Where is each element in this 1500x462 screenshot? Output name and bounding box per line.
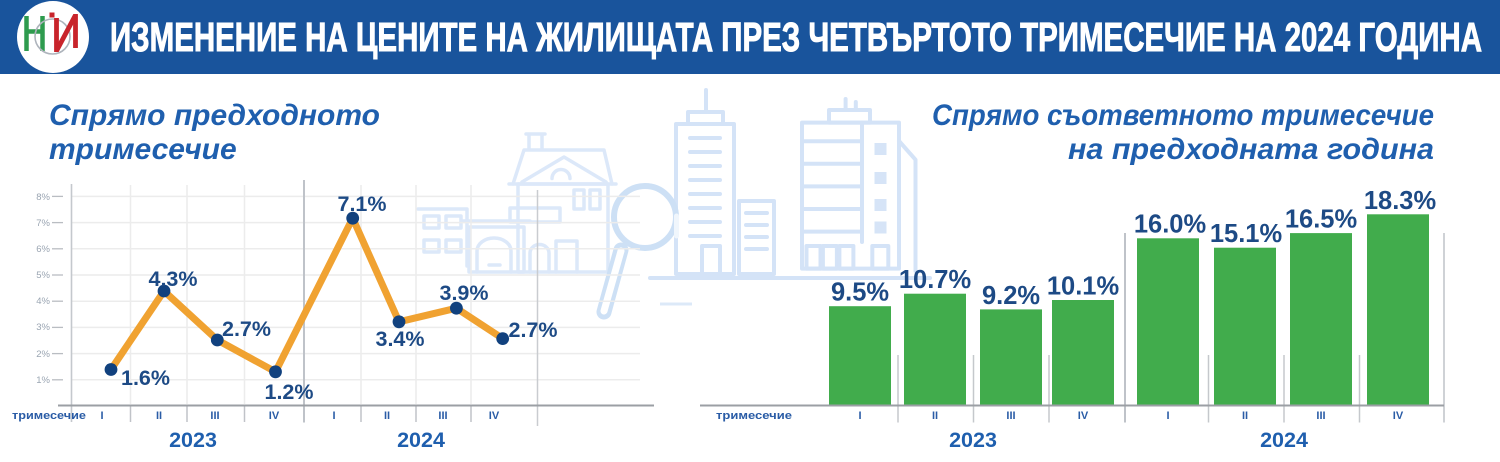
svg-text:Спрямо съответното тримесечие: Спрямо съответното тримесечие bbox=[932, 99, 1434, 132]
svg-text:15.1%: 15.1% bbox=[1210, 220, 1282, 248]
svg-text:II: II bbox=[384, 410, 390, 422]
svg-text:IV: IV bbox=[269, 410, 280, 422]
svg-text:16.0%: 16.0% bbox=[1134, 210, 1206, 238]
svg-text:3.9%: 3.9% bbox=[439, 281, 488, 305]
svg-text:III: III bbox=[1316, 410, 1325, 422]
svg-text:тримесечие: тримесечие bbox=[716, 410, 792, 422]
svg-text:I: I bbox=[858, 410, 861, 422]
svg-text:тримесечие: тримесечие bbox=[49, 133, 237, 166]
svg-text:II: II bbox=[1242, 410, 1248, 422]
svg-text:2023: 2023 bbox=[949, 428, 997, 452]
svg-text:1.6%: 1.6% bbox=[121, 366, 170, 390]
svg-text:5%: 5% bbox=[36, 270, 50, 281]
svg-text:III: III bbox=[1006, 410, 1015, 422]
svg-text:IV: IV bbox=[1078, 410, 1089, 422]
svg-text:2024: 2024 bbox=[1260, 428, 1308, 452]
svg-text:4%: 4% bbox=[36, 296, 50, 307]
svg-text:IV: IV bbox=[1393, 410, 1404, 422]
svg-text:8%: 8% bbox=[36, 192, 50, 203]
svg-text:III: III bbox=[438, 410, 447, 422]
svg-text:2024: 2024 bbox=[397, 428, 445, 452]
svg-text:16.5%: 16.5% bbox=[1285, 206, 1357, 234]
svg-text:2023: 2023 bbox=[169, 428, 217, 452]
svg-text:III: III bbox=[210, 410, 219, 422]
svg-text:18.3%: 18.3% bbox=[1364, 187, 1436, 215]
svg-text:1%: 1% bbox=[36, 375, 50, 386]
svg-text:2.7%: 2.7% bbox=[508, 318, 557, 342]
svg-text:9.2%: 9.2% bbox=[982, 282, 1040, 310]
svg-text:I: I bbox=[1166, 410, 1169, 422]
svg-text:тримесечие: тримесечие bbox=[12, 410, 86, 422]
svg-text:4.3%: 4.3% bbox=[148, 267, 197, 291]
svg-text:ИЗМЕНЕНИЕ НА ЦЕНИТЕ НА ЖИЛИЩАТ: ИЗМЕНЕНИЕ НА ЦЕНИТЕ НА ЖИЛИЩАТА ПРЕЗ ЧЕТ… bbox=[110, 14, 1482, 60]
svg-text:7.1%: 7.1% bbox=[337, 192, 386, 216]
svg-text:7%: 7% bbox=[36, 218, 50, 229]
svg-text:3%: 3% bbox=[36, 322, 50, 333]
svg-text:Спрямо предходното: Спрямо предходното bbox=[49, 99, 380, 132]
svg-text:9.5%: 9.5% bbox=[831, 279, 889, 307]
svg-text:IV: IV bbox=[489, 410, 500, 422]
svg-text:10.7%: 10.7% bbox=[899, 266, 971, 294]
svg-text:6%: 6% bbox=[36, 244, 50, 255]
svg-text:на предходната година: на предходната година bbox=[1068, 133, 1434, 166]
svg-text:10.1%: 10.1% bbox=[1047, 273, 1119, 301]
svg-text:2%: 2% bbox=[36, 349, 50, 360]
svg-text:II: II bbox=[932, 410, 938, 422]
svg-text:I: I bbox=[100, 410, 103, 422]
svg-text:I: I bbox=[332, 410, 335, 422]
svg-text:II: II bbox=[156, 410, 162, 422]
svg-text:3.4%: 3.4% bbox=[375, 327, 424, 351]
svg-text:2.7%: 2.7% bbox=[222, 317, 271, 341]
svg-text:1.2%: 1.2% bbox=[264, 380, 313, 404]
